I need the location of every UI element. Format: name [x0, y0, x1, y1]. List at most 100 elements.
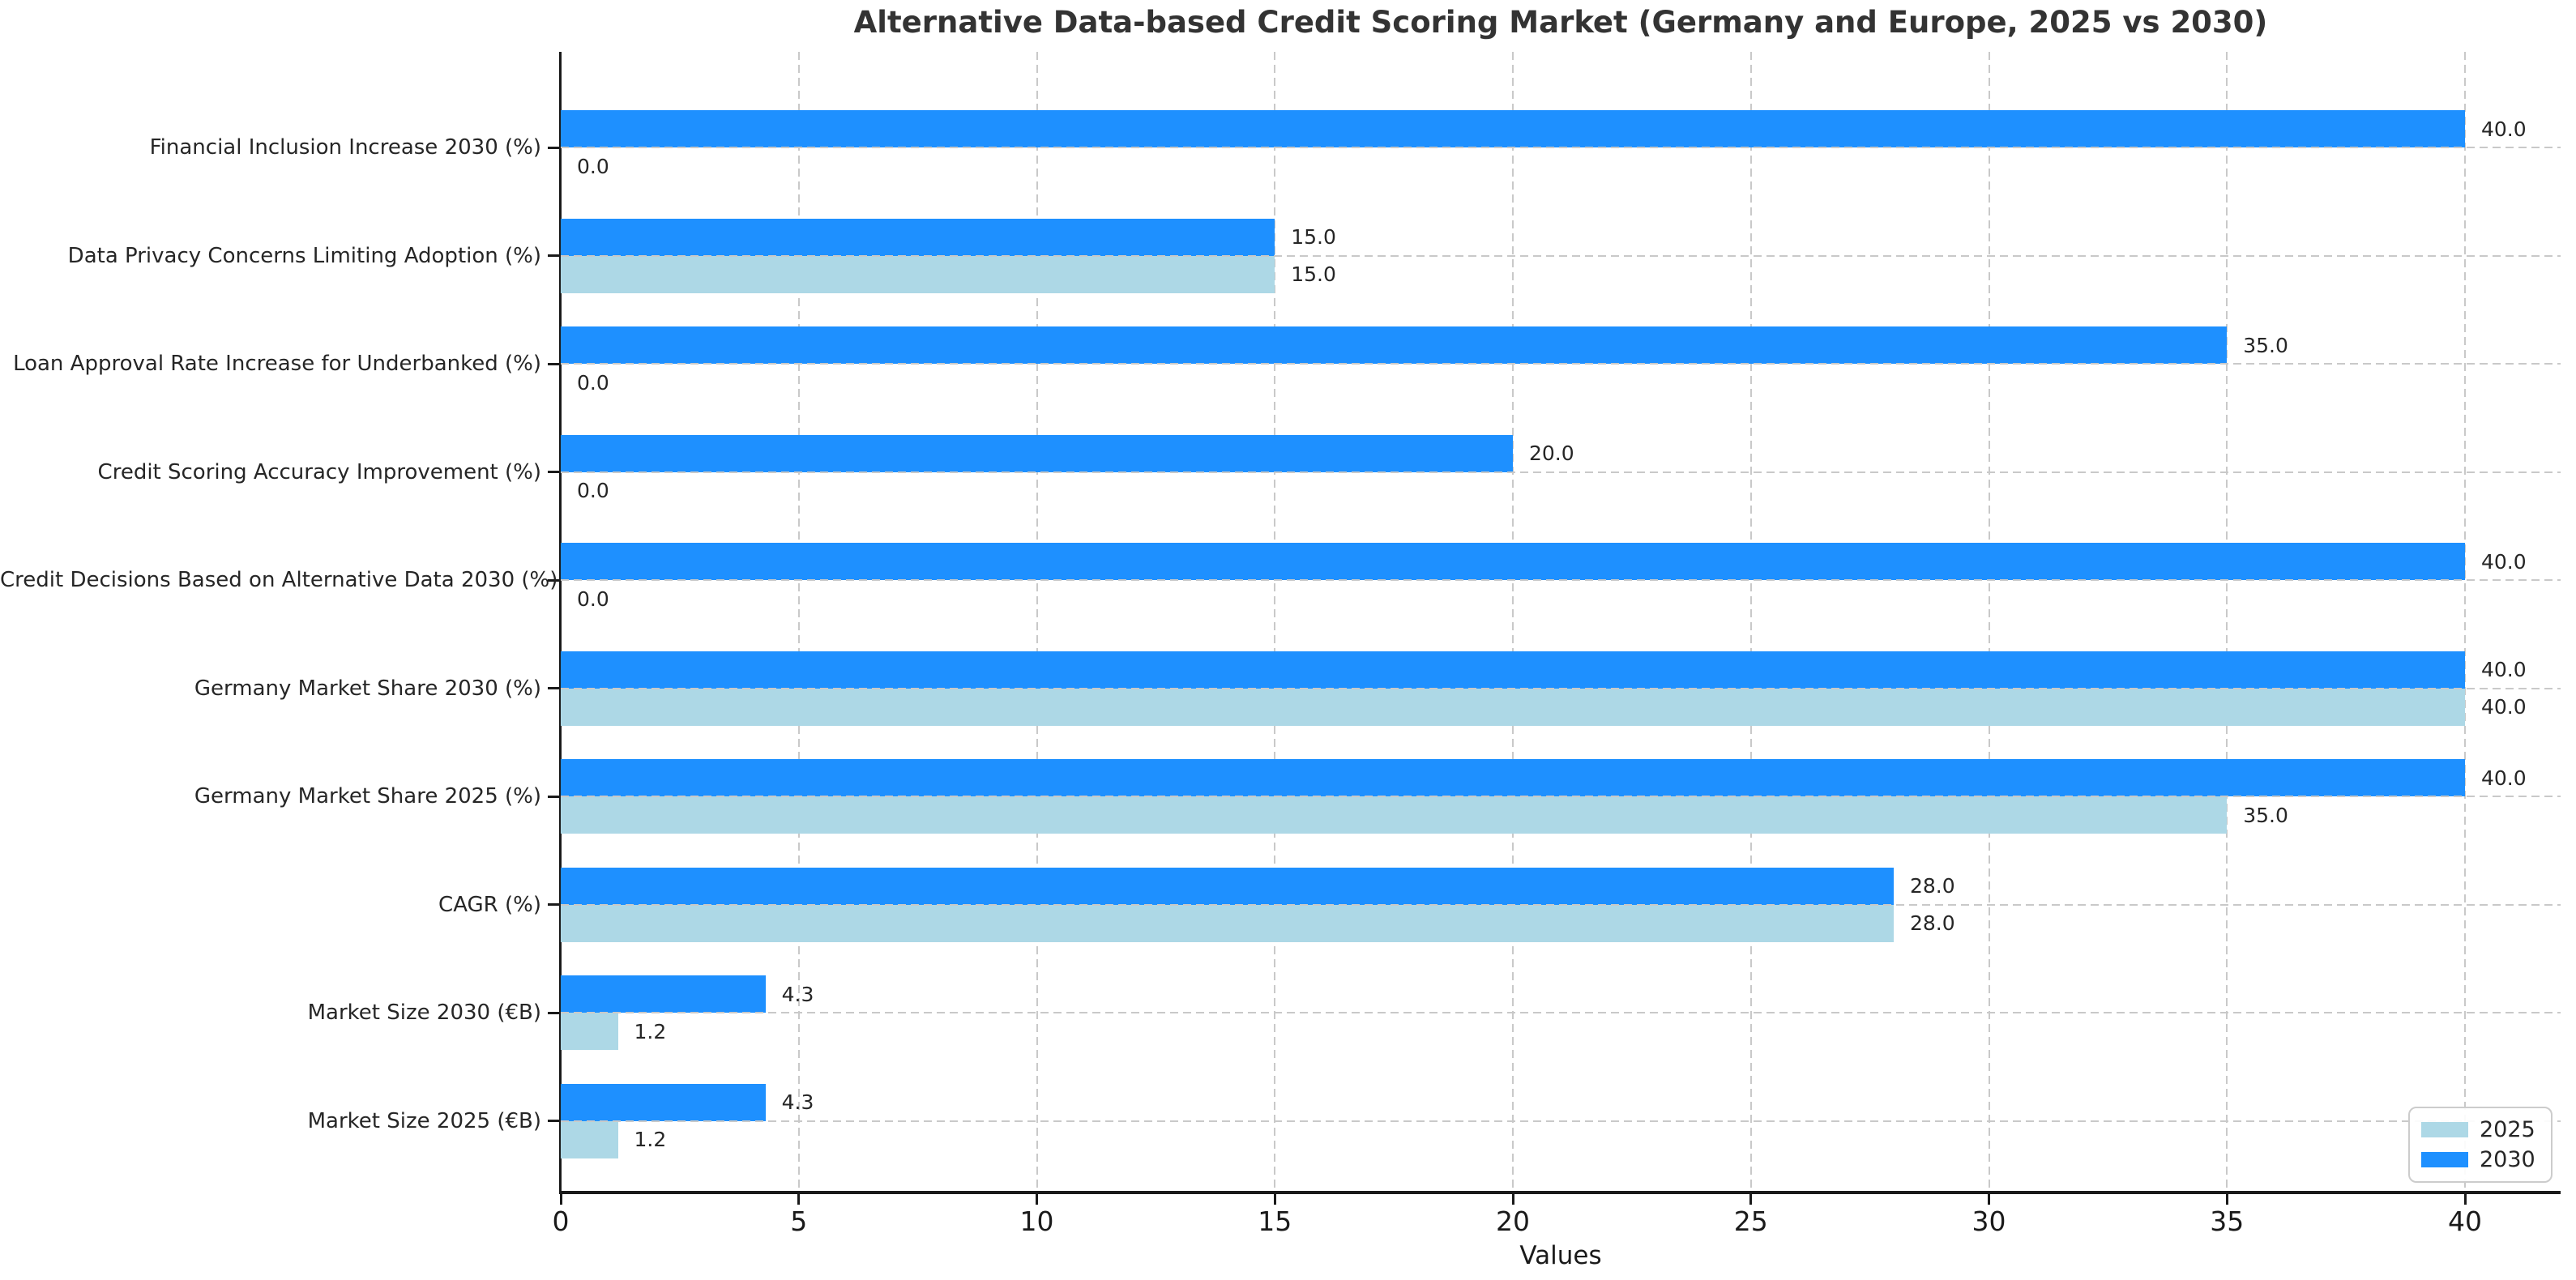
bar-2030	[561, 543, 2465, 580]
x-gridline	[1512, 52, 1514, 1191]
y-tick-mark	[548, 687, 559, 689]
bar-value-label-2025: 0.0	[577, 587, 609, 611]
y-tick-mark	[548, 1011, 559, 1014]
x-tick-label: 0	[552, 1205, 570, 1237]
bar-2030	[561, 651, 2465, 689]
bar-2030	[561, 434, 1513, 472]
bar-2030	[561, 759, 2465, 796]
chart-title: Alternative Data-based Credit Scoring Ma…	[853, 5, 2268, 40]
y-tick-mark	[548, 795, 559, 798]
bar-value-label-2025: 0.0	[577, 479, 609, 502]
x-tick-mark	[1036, 1193, 1038, 1205]
y-tick-label: Credit Scoring Accuracy Improvement (%)	[97, 459, 541, 484]
bar-value-label-2030: 40.0	[2481, 549, 2527, 574]
bar-value-label-2025: 35.0	[2243, 803, 2288, 827]
bar-value-label-2025: 0.0	[577, 370, 609, 395]
bar-value-label-2030: 35.0	[2243, 333, 2288, 357]
x-tick-label: 5	[790, 1205, 808, 1237]
y-tick-label: Loan Approval Rate Increase for Underban…	[13, 352, 541, 376]
x-gridline	[1988, 52, 1990, 1191]
bar-2025	[561, 796, 2228, 834]
x-tick-mark	[2463, 1193, 2467, 1205]
bar-2025	[561, 904, 1894, 942]
x-tick-mark	[1988, 1193, 1990, 1205]
y-gridline	[561, 579, 2561, 581]
y-gridline	[561, 1120, 2561, 1122]
bar-2030	[561, 110, 2465, 147]
bar-value-label-2030: 28.0	[1910, 874, 1955, 898]
y-tick-label: CAGR (%)	[438, 892, 541, 917]
y-gridline	[561, 254, 2561, 257]
x-tick-label: 30	[1972, 1205, 2006, 1237]
bar-value-label-2030: 40.0	[2481, 117, 2527, 141]
x-tick-mark	[559, 1193, 562, 1205]
bar-2030	[561, 975, 766, 1013]
x-axis-spine	[559, 1191, 2561, 1194]
x-gridline	[2464, 52, 2466, 1191]
y-tick-label: Germany Market Share 2030 (%)	[194, 676, 541, 701]
y-tick-label: Market Size 2030 (€B)	[307, 1001, 541, 1025]
x-gridline	[1274, 52, 1276, 1191]
x-gridline	[2226, 52, 2228, 1191]
y-tick-label: Financial Inclusion Increase 2030 (%)	[149, 135, 541, 160]
y-gridline	[561, 796, 2561, 797]
legend-swatch-2030	[2421, 1151, 2468, 1167]
y-gridline	[561, 903, 2561, 906]
x-gridline	[1749, 52, 1752, 1191]
x-tick-label: 35	[2210, 1205, 2245, 1237]
plot-area	[561, 52, 2561, 1191]
bar-2030	[561, 326, 2228, 364]
bar-value-label-2025: 1.2	[634, 1128, 667, 1151]
y-gridline	[561, 687, 2561, 689]
legend-item: 2025	[2421, 1119, 2540, 1141]
y-tick-label: Credit Decisions Based on Alternative Da…	[0, 568, 558, 592]
x-tick-label: 20	[1496, 1205, 1530, 1237]
y-tick-label: Data Privacy Concerns Limiting Adoption …	[67, 243, 541, 268]
bar-value-label-2025: 0.0	[577, 154, 609, 178]
bar-2025	[561, 688, 2465, 726]
x-axis-title: Values	[1519, 1241, 1602, 1270]
bar-value-label-2030: 4.3	[781, 982, 814, 1006]
y-tick-mark	[548, 1120, 559, 1122]
bar-value-label-2025: 15.0	[1291, 262, 1336, 286]
y-gridline	[561, 363, 2561, 365]
bar-value-label-2030: 15.0	[1291, 225, 1336, 249]
bar-value-label-2030: 4.3	[781, 1090, 814, 1114]
legend: 2025 2030	[2408, 1107, 2553, 1183]
y-gridline	[561, 1012, 2561, 1013]
bar-value-label-2030: 20.0	[1529, 442, 1574, 465]
y-tick-mark	[548, 254, 559, 257]
legend-label: 2030	[2480, 1146, 2535, 1172]
legend-item: 2030	[2421, 1149, 2540, 1171]
x-tick-mark	[797, 1193, 801, 1205]
bar-2030	[561, 218, 1275, 256]
x-gridline	[1036, 52, 1038, 1191]
bar-2030	[561, 867, 1894, 905]
x-tick-label: 40	[2448, 1205, 2482, 1237]
x-tick-mark	[1511, 1193, 1514, 1205]
legend-swatch-2025	[2421, 1122, 2468, 1138]
bar-value-label-2025: 28.0	[1910, 911, 1955, 935]
bar-2025	[561, 1120, 618, 1158]
y-tick-label: Market Size 2025 (€B)	[307, 1108, 541, 1133]
x-tick-mark	[1749, 1193, 1753, 1205]
y-gridline	[561, 147, 2561, 148]
bar-value-label-2030: 40.0	[2481, 658, 2527, 681]
y-tick-mark	[548, 146, 559, 149]
x-tick-label: 25	[1733, 1205, 1768, 1237]
x-tick-mark	[1273, 1193, 1276, 1205]
y-tick-mark	[548, 903, 559, 906]
x-tick-label: 15	[1258, 1205, 1292, 1237]
legend-label: 2025	[2480, 1117, 2535, 1143]
y-tick-label: Germany Market Share 2025 (%)	[194, 784, 541, 809]
x-gridline	[797, 52, 800, 1191]
bar-2025	[561, 255, 1275, 293]
bar-value-label-2030: 40.0	[2481, 766, 2527, 790]
x-tick-label: 10	[1019, 1205, 1054, 1237]
x-tick-mark	[2225, 1193, 2228, 1205]
bar-2030	[561, 1083, 766, 1121]
y-tick-mark	[548, 578, 559, 582]
y-axis-spine	[559, 52, 562, 1193]
y-tick-mark	[548, 362, 559, 365]
